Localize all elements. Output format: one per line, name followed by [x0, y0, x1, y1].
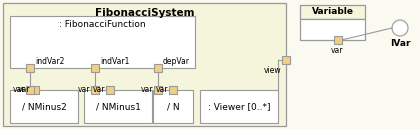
- Circle shape: [392, 20, 408, 36]
- Text: depVar: depVar: [163, 57, 190, 66]
- Bar: [91, 64, 99, 72]
- Text: var: var: [18, 86, 30, 95]
- Text: / NMinus1: / NMinus1: [96, 102, 140, 111]
- Bar: [154, 64, 162, 72]
- Bar: [10, 90, 78, 123]
- Text: : Viewer [0..*]: : Viewer [0..*]: [208, 102, 270, 111]
- Text: indVar1: indVar1: [100, 57, 129, 66]
- Text: Variable: Variable: [312, 7, 354, 17]
- Bar: [300, 19, 365, 40]
- Bar: [26, 86, 34, 94]
- Bar: [10, 16, 195, 68]
- Text: IVar: IVar: [390, 39, 410, 48]
- Bar: [31, 86, 39, 94]
- Bar: [26, 64, 34, 72]
- Text: var: var: [155, 86, 168, 95]
- Bar: [84, 90, 152, 123]
- Text: FibonacciSystem: FibonacciSystem: [95, 8, 194, 18]
- Bar: [153, 90, 193, 123]
- Bar: [154, 86, 162, 94]
- Text: var: var: [141, 86, 153, 95]
- Bar: [200, 90, 278, 123]
- Bar: [282, 56, 290, 64]
- Bar: [91, 86, 99, 94]
- Text: indVar2: indVar2: [35, 57, 64, 66]
- Text: view: view: [263, 66, 281, 75]
- Bar: [106, 86, 114, 94]
- Text: / NMinus2: / NMinus2: [21, 102, 66, 111]
- Bar: [300, 5, 365, 19]
- Text: : FibonacciFunction: : FibonacciFunction: [59, 20, 146, 29]
- Text: var: var: [331, 46, 344, 55]
- Text: var: var: [92, 86, 105, 95]
- Text: var: var: [78, 86, 90, 95]
- Bar: [333, 36, 341, 44]
- Text: / N: / N: [167, 102, 179, 111]
- Bar: [3, 3, 286, 126]
- Text: var: var: [13, 86, 25, 95]
- Bar: [169, 86, 177, 94]
